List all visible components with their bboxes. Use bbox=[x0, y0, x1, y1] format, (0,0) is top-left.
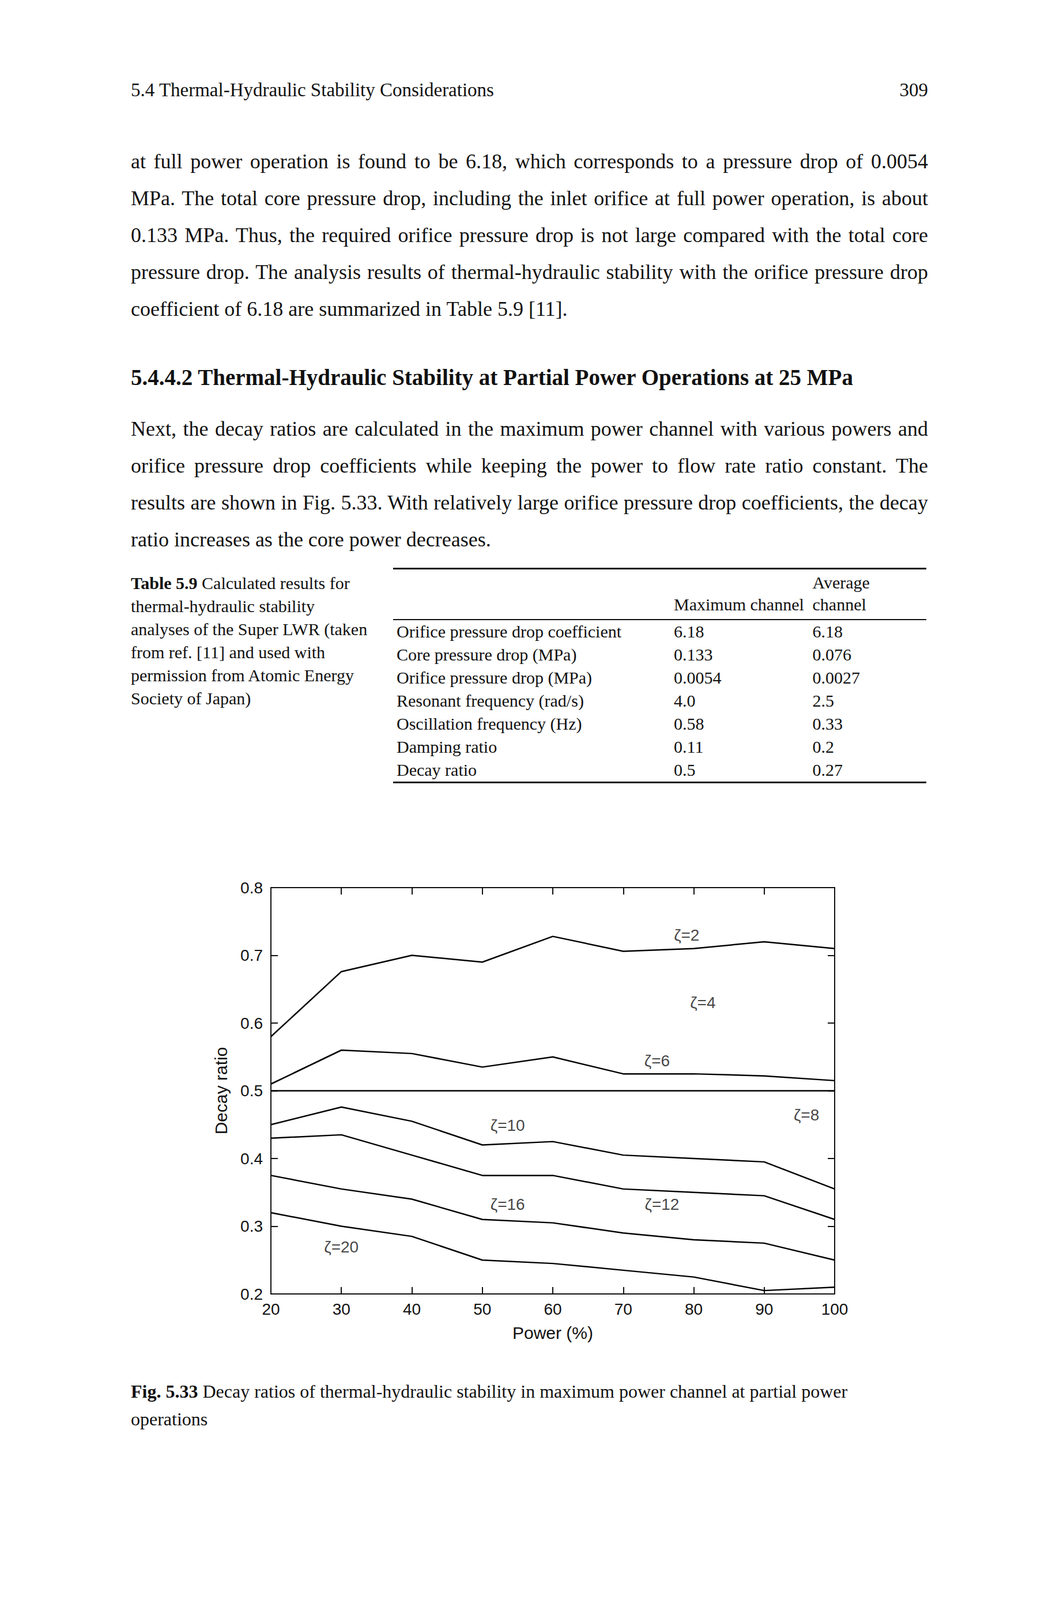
svg-text:50: 50 bbox=[473, 1300, 492, 1319]
svg-text:90: 90 bbox=[755, 1300, 773, 1319]
html-text:0.11: 0.11 bbox=[673, 737, 704, 757]
svg-text:Power (%): Power (%) bbox=[512, 1323, 594, 1343]
svg-text:0.3: 0.3 bbox=[240, 1217, 263, 1236]
svg-text:70: 70 bbox=[614, 1300, 633, 1319]
html-text:0.5: 0.5 bbox=[673, 760, 696, 780]
svg-text:100: 100 bbox=[821, 1300, 849, 1319]
html-text:Average channel: Average channel bbox=[812, 572, 870, 614]
html-text:5.4.4.2 Thermal-Hydraulic Stab: 5.4.4.2 Thermal-Hydraulic Stability at P… bbox=[130, 364, 854, 390]
svg-text:ζ=8: ζ=8 bbox=[793, 1106, 820, 1125]
svg-text:60: 60 bbox=[543, 1300, 562, 1319]
svg-text:ζ=10: ζ=10 bbox=[490, 1116, 526, 1135]
html-text:0.27: 0.27 bbox=[812, 760, 843, 780]
html-text:Resonant frequency (rad/s): Resonant frequency (rad/s) bbox=[396, 691, 584, 711]
svg-text:ζ=2: ζ=2 bbox=[673, 926, 700, 945]
html-text:5.4 Thermal-Hydraulic Stabilit: 5.4 Thermal-Hydraulic Stability Consider… bbox=[130, 79, 494, 101]
html-text:Fig. 5.33 Decay ratios of ther: Fig. 5.33 Decay ratios of thermal-hydrau… bbox=[130, 1381, 848, 1430]
html-text:Orifice pressure drop (MPa): Orifice pressure drop (MPa) bbox=[396, 668, 593, 688]
svg-text:0.5: 0.5 bbox=[240, 1081, 263, 1100]
svg-text:Decay ratio: Decay ratio bbox=[211, 1047, 231, 1135]
svg-text:ζ=20: ζ=20 bbox=[323, 1238, 359, 1257]
svg-text:0.6: 0.6 bbox=[240, 1014, 263, 1033]
svg-text:30: 30 bbox=[332, 1300, 351, 1319]
svg-text:80: 80 bbox=[684, 1300, 703, 1319]
html-text:Oscillation frequency (Hz): Oscillation frequency (Hz) bbox=[396, 714, 582, 734]
html-text:0.133: 0.133 bbox=[673, 645, 713, 665]
html-text:309: 309 bbox=[899, 79, 929, 101]
svg-text:20: 20 bbox=[261, 1300, 280, 1319]
svg-text:0.7: 0.7 bbox=[240, 946, 263, 965]
html-text:0.58: 0.58 bbox=[673, 714, 705, 734]
html-text:6.18: 6.18 bbox=[812, 621, 843, 641]
html-text:at full power operation is fou: at full power operation is found to be 6… bbox=[130, 149, 929, 321]
svg-text:ζ=4: ζ=4 bbox=[689, 993, 716, 1012]
html-text:2.5: 2.5 bbox=[812, 691, 835, 711]
svg-text:0.4: 0.4 bbox=[240, 1149, 263, 1168]
svg-text:ζ=16: ζ=16 bbox=[490, 1195, 526, 1214]
html-text:0.0027: 0.0027 bbox=[812, 668, 861, 688]
html-text:Table 5.9 Calculated results f: Table 5.9 Calculated results for thermal… bbox=[130, 573, 368, 708]
html-text:0.33: 0.33 bbox=[812, 714, 843, 734]
html-text:Damping ratio: Damping ratio bbox=[396, 737, 497, 757]
svg-text:ζ=12: ζ=12 bbox=[645, 1195, 680, 1214]
html-text:6.18: 6.18 bbox=[673, 621, 705, 641]
html-text:Orifice pressure drop coeffici: Orifice pressure drop coefficient bbox=[396, 621, 622, 641]
html-text:4.0: 4.0 bbox=[673, 691, 696, 711]
html-text:Maximum channel: Maximum channel bbox=[673, 594, 804, 614]
html-text:Core pressure drop (MPa): Core pressure drop (MPa) bbox=[396, 645, 577, 665]
svg-text:0.2: 0.2 bbox=[240, 1285, 263, 1304]
html-text:0.076: 0.076 bbox=[812, 645, 852, 665]
html-text:Decay ratio: Decay ratio bbox=[396, 760, 477, 780]
svg-text:ζ=6: ζ=6 bbox=[644, 1051, 670, 1070]
html-text:0.0054: 0.0054 bbox=[673, 668, 722, 688]
html-text:Next, the decay ratios are cal: Next, the decay ratios are calculated in… bbox=[130, 417, 929, 552]
svg-text:0.8: 0.8 bbox=[240, 879, 263, 897]
html-text:0.2: 0.2 bbox=[812, 737, 835, 757]
svg-text:40: 40 bbox=[402, 1300, 421, 1319]
